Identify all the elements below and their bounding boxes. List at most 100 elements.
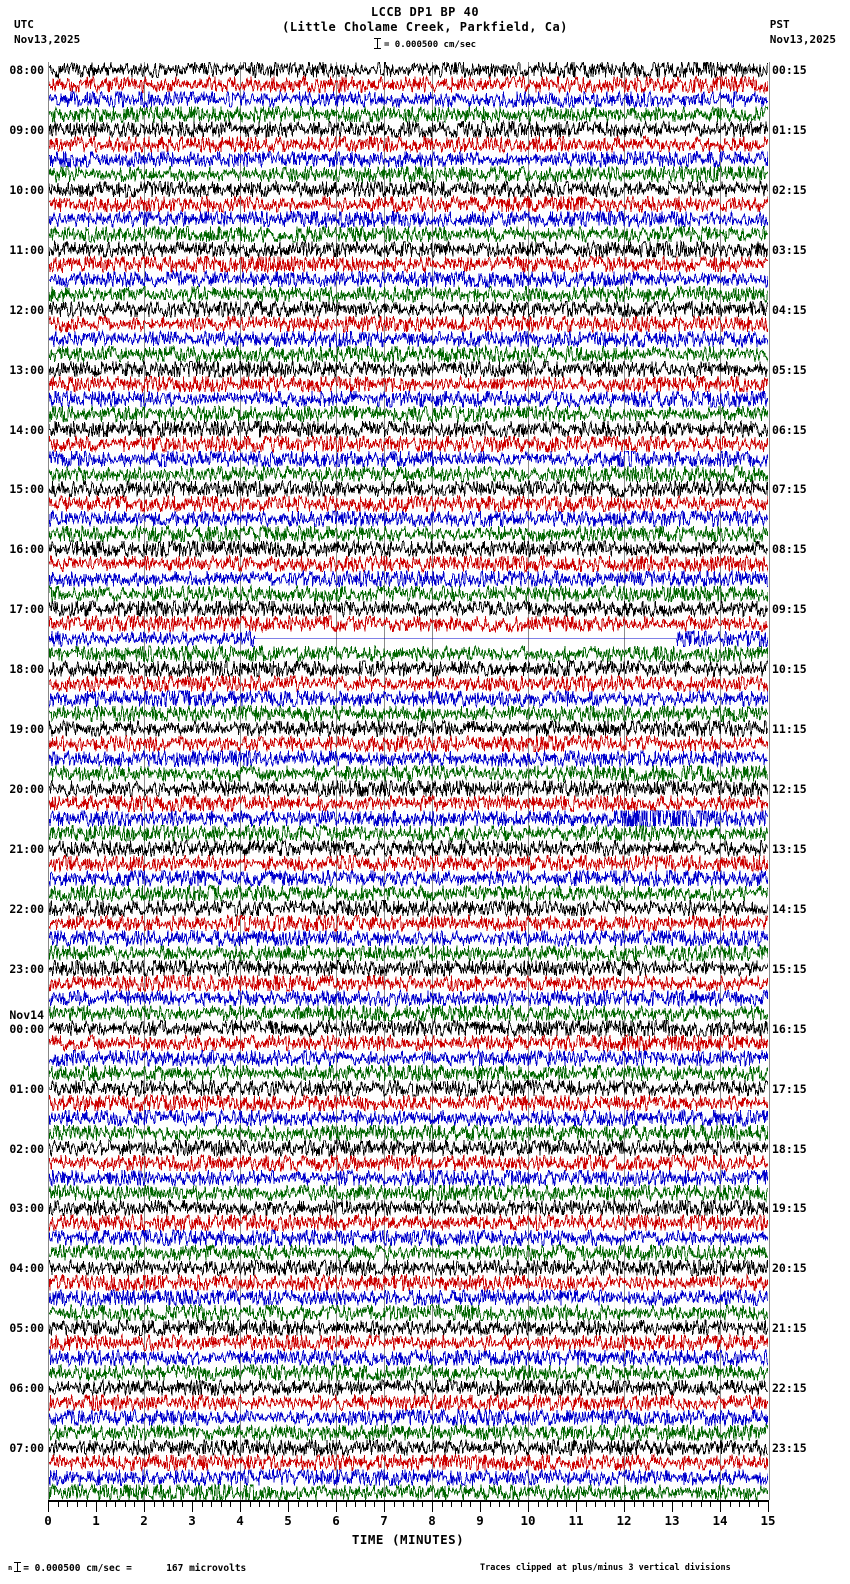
trace-row-65 (48, 1033, 768, 1053)
axis-tick-minor (364, 1500, 366, 1507)
trace-row-66 (48, 1048, 768, 1068)
trace-row-27 (48, 464, 768, 484)
right-hour-label-0815: 08:15 (772, 542, 807, 557)
axis-tick-minor (537, 1500, 539, 1507)
axis-tick-minor (758, 1500, 760, 1507)
trace-row-8 (48, 179, 768, 199)
trace-row-59 (48, 944, 768, 963)
axis-tick-minor (355, 1500, 357, 1507)
trace-row-19 (48, 344, 768, 364)
seismic-traces (48, 62, 768, 1500)
axis-tick-major-10 (528, 1500, 529, 1512)
gridline-minute-12 (624, 62, 625, 1500)
trace-row-69 (48, 1093, 768, 1113)
trace-row-36 (48, 599, 768, 618)
axis-tick-major-7 (384, 1500, 385, 1512)
trace-row-71 (48, 1123, 768, 1143)
trace-row-11 (48, 225, 768, 244)
left-hour-label-0900: 09:00 (9, 122, 44, 137)
axis-title: TIME (MINUTES) (351, 1532, 465, 1547)
trace-row-60 (48, 958, 768, 978)
right-hour-label-0115: 01:15 (772, 122, 807, 137)
axis-tick-major-8 (432, 1500, 433, 1512)
axis-tick-minor (556, 1500, 558, 1507)
axis-tick-minor (547, 1500, 549, 1507)
axis-tick-minor (345, 1500, 347, 1507)
axis-tick-major-1 (96, 1500, 97, 1512)
left-hour-label-1100: 11:00 (9, 242, 44, 257)
axis-tick-minor (86, 1500, 88, 1507)
trace-row-25 (48, 434, 768, 454)
trace-row-50 (48, 809, 768, 828)
trace-row-37 (48, 614, 768, 634)
trace-row-14 (48, 269, 768, 289)
axis-tick-minor (595, 1500, 597, 1507)
axis-tick-major-9 (480, 1500, 481, 1512)
axis-tick-minor (268, 1500, 270, 1507)
trace-row-24 (48, 419, 768, 439)
right-hour-label-0215: 02:15 (772, 182, 807, 197)
axis-tick-minor (220, 1500, 222, 1507)
right-hour-label-0015: 00:15 (772, 63, 807, 77)
trace-row-76 (48, 1198, 768, 1218)
trace-row-82 (48, 1288, 768, 1308)
page-header: LCCB DP1 BP 40 (Little Cholame Creek, Pa… (0, 0, 850, 58)
axis-tick-major-5 (288, 1500, 289, 1512)
axis-tick-minor (451, 1500, 453, 1507)
trace-row-21 (48, 374, 768, 394)
axis-tick-minor (278, 1500, 280, 1507)
trace-row-70 (48, 1108, 768, 1128)
axis-label-7: 7 (380, 1513, 388, 1528)
axis-tick-minor (700, 1500, 702, 1507)
trace-row-55 (48, 883, 768, 903)
axis-tick-minor (643, 1500, 645, 1507)
seismogram-plot-area[interactable] (48, 62, 768, 1500)
trace-row-87 (48, 1363, 768, 1382)
trace-row-7 (48, 164, 768, 184)
trace-row-74 (48, 1168, 768, 1188)
station-subtitle: (Little Cholame Creek, Parkfield, Ca) (282, 20, 568, 34)
trace-row-31 (48, 524, 768, 543)
axis-tick-minor (710, 1500, 712, 1507)
axis-tick-minor (499, 1500, 501, 1507)
axis-tick-minor (748, 1500, 750, 1507)
trace-row-13 (48, 254, 768, 274)
trace-row-67 (48, 1063, 768, 1083)
axis-label-1: 1 (92, 1513, 100, 1528)
axis-tick-minor (518, 1500, 520, 1507)
trace-row-18 (48, 329, 768, 349)
axis-tick-minor (441, 1500, 443, 1507)
left-hour-label-1500: 15:00 (9, 482, 44, 497)
left-date-label: Nov13,2025 (14, 33, 81, 46)
left-hour-label-1200: 12:00 (9, 302, 44, 317)
axis-label-13: 13 (664, 1513, 680, 1528)
trace-row-34 (48, 569, 768, 588)
axis-tick-minor (662, 1500, 664, 1507)
axis-tick-minor (729, 1500, 731, 1507)
left-hour-label-0000: 00:00 (9, 1021, 44, 1036)
left-hour-label-0400: 04:00 (9, 1261, 44, 1276)
axis-tick-minor (326, 1500, 328, 1507)
axis-line (48, 1500, 768, 1502)
trace-row-22 (48, 389, 768, 409)
right-hour-label-0315: 03:15 (772, 242, 807, 257)
trace-row-46 (48, 749, 768, 769)
trace-row-93 (48, 1453, 768, 1473)
left-hour-label-0600: 06:00 (9, 1381, 44, 1396)
axis-label-12: 12 (616, 1513, 632, 1528)
axis-tick-minor (57, 1500, 59, 1507)
right-hour-label-2115: 21:15 (772, 1321, 807, 1336)
trace-row-35 (48, 584, 768, 604)
left-hour-label-1300: 13:00 (9, 362, 44, 377)
trace-row-23 (48, 404, 768, 424)
left-timezone-block: UTC Nov13,2025 (14, 18, 80, 46)
trace-row-44 (48, 719, 768, 738)
axis-tick-major-0 (48, 1500, 49, 1512)
gridline-minute-10 (528, 62, 529, 1500)
gridline-minute-8 (432, 62, 433, 1500)
axis-tick-minor (134, 1500, 136, 1507)
axis-tick-minor (489, 1500, 491, 1507)
right-hour-label-1915: 19:15 (772, 1201, 807, 1216)
trace-row-15 (48, 284, 768, 304)
trace-row-89 (48, 1393, 768, 1412)
